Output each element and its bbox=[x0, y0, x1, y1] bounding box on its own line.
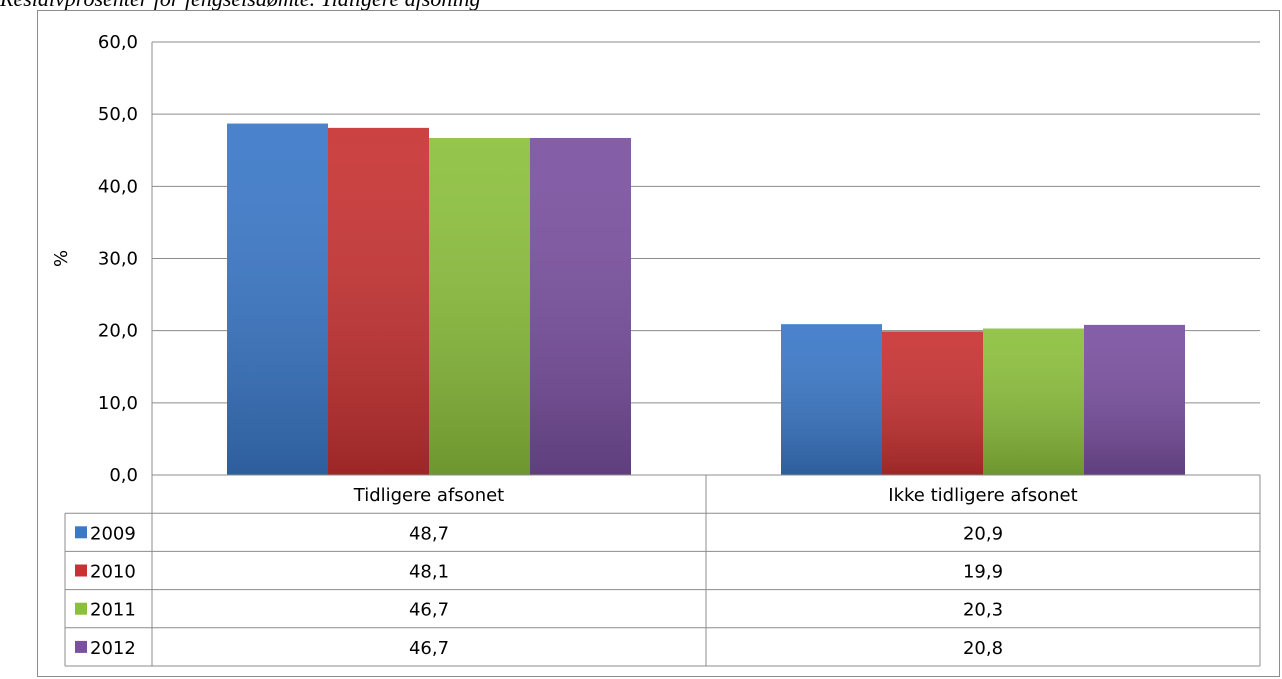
y-axis-label: % bbox=[51, 250, 72, 267]
data-cell: 46,7 bbox=[409, 638, 449, 659]
y-tick-label: 20,0 bbox=[98, 321, 138, 342]
data-cell: 20,9 bbox=[963, 523, 1003, 544]
category-label: Ikke tidligere afsonet bbox=[888, 485, 1077, 506]
bar-shade bbox=[530, 137, 631, 475]
legend-label: 2012 bbox=[90, 638, 136, 659]
y-tick-label: 40,0 bbox=[98, 176, 138, 197]
legend-key-2012 bbox=[75, 640, 87, 653]
y-tick-label: 60,0 bbox=[98, 32, 138, 53]
legend-label: 2010 bbox=[90, 562, 136, 583]
bar-shade bbox=[882, 331, 983, 475]
legend-label: 2011 bbox=[90, 600, 136, 621]
y-tick-label: 10,0 bbox=[98, 393, 138, 414]
data-cell: 20,3 bbox=[963, 600, 1003, 621]
legend-label: 2009 bbox=[90, 523, 136, 544]
bar-shade bbox=[328, 127, 429, 476]
legend-key-2011 bbox=[75, 602, 87, 615]
bar-shade bbox=[983, 328, 1084, 475]
bar-shade bbox=[227, 123, 328, 475]
legend-key-2010 bbox=[75, 564, 87, 577]
y-tick-label: 50,0 bbox=[98, 104, 138, 125]
bar-shade bbox=[1084, 324, 1185, 475]
legend-key-2009 bbox=[75, 526, 87, 539]
data-cell: 48,7 bbox=[409, 523, 449, 544]
data-cell: 20,8 bbox=[963, 638, 1003, 659]
y-tick-label: 30,0 bbox=[98, 249, 138, 270]
y-tick-label: 0,0 bbox=[109, 465, 138, 486]
category-label: Tidligere afsonet bbox=[353, 485, 504, 506]
data-cell: 46,7 bbox=[409, 600, 449, 621]
page-title: Residivprosenter for fengselsdømte. Tidl… bbox=[0, 0, 481, 12]
data-cell: 19,9 bbox=[963, 562, 1003, 583]
bar-shade bbox=[429, 137, 530, 475]
data-cell: 48,1 bbox=[409, 562, 449, 583]
bar-shade bbox=[781, 324, 882, 475]
